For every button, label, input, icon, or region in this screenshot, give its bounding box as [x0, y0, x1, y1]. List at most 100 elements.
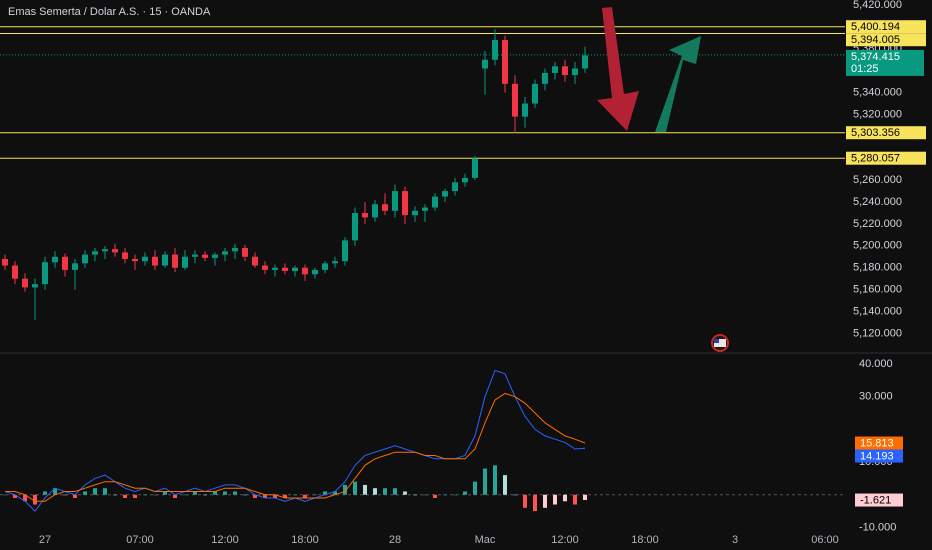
- macd-value-box: [855, 449, 903, 463]
- histogram-bar: [73, 494, 77, 498]
- candle-body: [162, 254, 168, 266]
- candle-body: [82, 254, 88, 264]
- flag-canton: [714, 339, 719, 343]
- histogram-bar: [483, 468, 487, 495]
- candle-body: [392, 191, 398, 211]
- histogram-bar: [223, 491, 227, 495]
- histogram-bar: [233, 491, 237, 495]
- macd-value-box: [855, 493, 903, 507]
- candle-body: [482, 59, 488, 69]
- y-tick-label: 5,260.000: [853, 174, 902, 186]
- histogram-bar: [533, 494, 537, 512]
- candle-body: [22, 278, 28, 288]
- level-label: 5,400.194: [851, 21, 900, 33]
- histogram-bar: [253, 494, 257, 498]
- histogram-bar: [473, 481, 477, 495]
- macd-tick-label: 40.000: [859, 358, 893, 370]
- histogram-bar: [3, 494, 7, 496]
- flag-body: [714, 339, 726, 347]
- y-tick-label: 5,140.000: [853, 305, 902, 317]
- level-label-box: [846, 20, 926, 34]
- candle-body: [272, 267, 278, 270]
- plot: [0, 26, 845, 512]
- histogram-bar: [83, 491, 87, 495]
- candle-body: [232, 248, 238, 252]
- histogram-bar: [143, 494, 147, 496]
- up-arrow: [655, 36, 701, 132]
- histogram-bar: [523, 494, 527, 508]
- candle-body: [432, 196, 438, 208]
- macd-value-label: -1.621: [860, 494, 891, 506]
- level-label: 5,280.057: [851, 153, 900, 165]
- candle-body: [242, 248, 248, 257]
- candle-body: [552, 66, 558, 73]
- candle-body: [342, 240, 348, 262]
- histogram-bar: [543, 494, 547, 508]
- histogram-bar: [263, 494, 267, 498]
- candle-body: [332, 261, 338, 264]
- candle-body: [32, 284, 38, 288]
- macd-tick-label: -10.000: [859, 521, 896, 533]
- candle-body: [122, 252, 128, 259]
- candle-body: [142, 256, 148, 262]
- candle-body: [512, 83, 518, 117]
- y-tick-label: 5,220.000: [853, 218, 902, 230]
- histogram-bar: [423, 494, 427, 496]
- histogram-bar: [453, 494, 457, 496]
- histogram-bar: [103, 488, 107, 495]
- macd-value-label: 15.813: [860, 437, 894, 449]
- histogram-bar: [113, 494, 117, 496]
- y-tick-label: 5,200.000: [853, 240, 902, 252]
- y-tick-label: 5,240.000: [853, 196, 902, 208]
- last-price-label: 5,374.415: [851, 51, 900, 63]
- candle-body: [62, 256, 68, 270]
- last-price-box: [846, 49, 924, 76]
- histogram-bar: [303, 494, 307, 498]
- candle-body: [292, 267, 298, 272]
- candle-body: [202, 254, 208, 258]
- x-tick-label: 18:00: [631, 534, 659, 546]
- histogram-bar: [93, 488, 97, 495]
- macd-value-box: [855, 436, 903, 450]
- histogram-bar: [553, 494, 557, 505]
- candle-body: [92, 251, 98, 255]
- histogram-bar: [573, 494, 577, 505]
- candle-body: [12, 265, 18, 279]
- histogram-bar: [123, 494, 127, 498]
- candle-body: [532, 83, 538, 104]
- histogram-bar: [493, 465, 497, 495]
- candle-body: [132, 258, 138, 262]
- candle-body: [252, 256, 258, 266]
- candle-body: [372, 204, 378, 218]
- x-tick-label: 27: [39, 534, 51, 546]
- histogram-bar: [443, 494, 447, 496]
- histogram-bar: [383, 488, 387, 495]
- candle-body: [112, 249, 118, 253]
- histogram-bar: [153, 494, 157, 496]
- histogram-bar: [173, 494, 177, 498]
- candle-body: [42, 262, 48, 285]
- candle-body: [322, 263, 328, 270]
- candle-body: [402, 191, 408, 216]
- candle-body: [282, 267, 288, 272]
- level-label: 5,394.005: [851, 34, 900, 46]
- candle-body: [172, 254, 178, 268]
- y-tick-label: 5,180.000: [853, 262, 902, 274]
- axis: 5,420.0005,380.0005,340.0005,320.0005,26…: [39, 0, 926, 546]
- histogram-bar: [163, 491, 167, 495]
- candle-body: [302, 267, 308, 275]
- histogram-bar: [53, 488, 57, 495]
- histogram-bar: [373, 488, 377, 495]
- histogram-bar: [583, 494, 587, 501]
- histogram-bar: [343, 484, 347, 495]
- candle-body: [562, 66, 568, 76]
- histogram-bar: [313, 494, 317, 496]
- candle-body: [222, 251, 228, 255]
- level-label-box: [846, 33, 926, 47]
- histogram-bar: [183, 494, 187, 496]
- candle-body: [262, 265, 268, 270]
- candle-body: [462, 177, 468, 183]
- histogram-bar: [413, 494, 417, 496]
